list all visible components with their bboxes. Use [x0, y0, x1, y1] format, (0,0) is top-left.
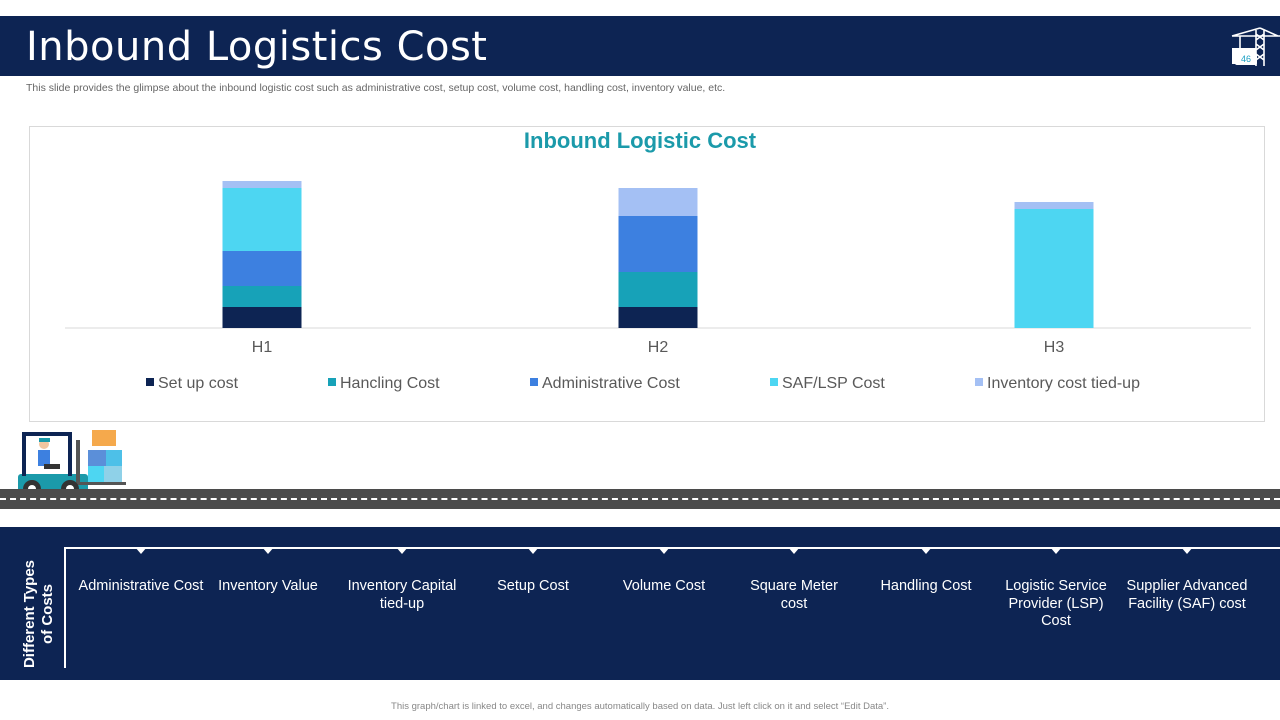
cost-type-inventory-value: Inventory Value [206, 547, 330, 596]
legend-swatch [770, 378, 778, 386]
road-divider [0, 489, 1280, 509]
slide-number: 46 [1235, 53, 1257, 65]
cost-type-administrative: Administrative Cost [76, 547, 206, 596]
triangle-marker-icon [262, 547, 274, 554]
triangle-marker-icon [396, 547, 408, 554]
cost-type-inventory-capital: Inventory Capital tied-up [338, 547, 466, 613]
bar-h2-series-5 [618, 188, 698, 216]
x-tick-label: H3 [1044, 339, 1065, 356]
legend-label: Hancling Cost [340, 375, 440, 392]
x-tick-label: H1 [252, 339, 273, 356]
legend-swatch [328, 378, 336, 386]
triangle-marker-icon [1181, 547, 1193, 554]
forklift-icon [14, 426, 130, 500]
legend-swatch [146, 378, 154, 386]
bar-h1-series-1 [222, 307, 302, 328]
bar-h2-series-1 [618, 307, 698, 328]
crane-icon: 46 [1226, 26, 1280, 70]
bar-h2-series-3 [618, 216, 698, 272]
page-title: Inbound Logistics Cost [26, 24, 488, 70]
cost-type-square-meter: Square Meter cost [736, 547, 852, 613]
bar-h1-series-3 [222, 251, 302, 286]
triangle-marker-icon [658, 547, 670, 554]
legend-label: Set up cost [158, 375, 239, 392]
cost-types-label: Different Types of Costs [21, 559, 56, 669]
legend-label: Administrative Cost [542, 375, 680, 392]
bar-h1-series-2 [222, 286, 302, 307]
bar-h2-series-2 [618, 272, 698, 307]
cost-types-panel [0, 527, 1280, 680]
triangle-marker-icon [788, 547, 800, 554]
cost-type-lsp: Logistic Service Provider (LSP) Cost [996, 547, 1116, 631]
footnote: This graph/chart is linked to excel, and… [391, 701, 889, 712]
legend-label: SAF/LSP Cost [782, 375, 885, 392]
legend-label: Inventory cost tied-up [987, 375, 1140, 392]
triangle-marker-icon [135, 547, 147, 554]
bracket-line [64, 548, 66, 668]
cost-type-setup: Setup Cost [478, 547, 588, 596]
bar-h3-series-4 [1014, 209, 1094, 328]
cost-type-handling: Handling Cost [872, 547, 980, 596]
bar-h3-series-5 [1014, 202, 1094, 209]
triangle-marker-icon [527, 547, 539, 554]
cost-type-saf: Supplier Advanced Facility (SAF) cost [1124, 547, 1250, 613]
chart-title: Inbound Logistic Cost [523, 128, 757, 153]
stacked-bar-chart[interactable]: H1 H2 H3 Set up cost Hancling Cost Administra… [0, 0, 1280, 420]
slide-description: This slide provides the glimpse about th… [26, 82, 726, 94]
legend-swatch [530, 378, 538, 386]
cost-type-volume: Volume Cost [608, 547, 720, 596]
bar-h1-series-4 [222, 188, 302, 251]
bar-h1-series-5 [222, 181, 302, 188]
x-tick-label: H2 [648, 339, 669, 356]
triangle-marker-icon [1050, 547, 1062, 554]
timeline-line [64, 547, 1280, 549]
legend-swatch [975, 378, 983, 386]
triangle-marker-icon [920, 547, 932, 554]
title-bar: Inbound Logistics Cost 46 [0, 16, 1280, 76]
